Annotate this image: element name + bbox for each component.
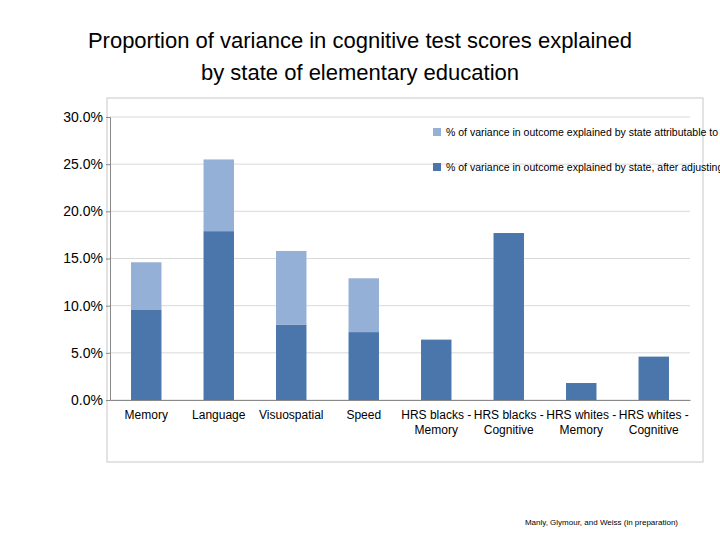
chart-frame <box>107 98 703 462</box>
y-tick: 25.0% <box>63 156 110 172</box>
legend: % of variance in outcome explained by st… <box>433 126 720 173</box>
x-tick-label: HRS whites -Cognitive <box>619 408 689 437</box>
y-tick-label: 25.0% <box>63 156 103 172</box>
y-tick-mark <box>106 259 110 260</box>
y-tick-label: 20.0% <box>63 203 103 219</box>
y-tick: 30.0% <box>63 109 110 125</box>
x-tick: Language <box>192 400 246 422</box>
y-tick: 15.0% <box>63 250 110 266</box>
bar <box>639 357 669 400</box>
grid-line <box>110 211 690 212</box>
bar <box>204 231 234 400</box>
x-tick: HRS whites -Cognitive <box>619 400 689 437</box>
grid <box>110 117 690 400</box>
y-tick: 10.0% <box>63 298 110 314</box>
y-tick-mark <box>106 117 110 118</box>
x-tick: HRS whites -Memory <box>546 400 616 437</box>
bar <box>349 332 379 400</box>
bar <box>349 278 379 332</box>
bar <box>566 383 596 400</box>
bars <box>131 159 669 400</box>
y-tick-mark <box>106 306 110 307</box>
x-tick-label: Visuospatial <box>259 408 324 422</box>
legend-swatch <box>433 128 441 136</box>
y-tick-mark <box>106 164 110 165</box>
grid-line <box>110 117 690 118</box>
bar <box>494 233 524 400</box>
y-tick: 20.0% <box>63 203 110 219</box>
grid-line <box>110 352 690 353</box>
bar <box>421 340 451 400</box>
x-tick-label: HRS blacks -Memory <box>401 408 471 437</box>
bar <box>131 309 161 400</box>
y-tick-mark <box>106 211 110 212</box>
x-tick: Speed <box>346 400 381 422</box>
y-axis-line <box>106 118 111 401</box>
x-tick: HRS blacks -Cognitive <box>474 400 544 437</box>
title: Proportion of variance in cognitive test… <box>88 28 632 85</box>
x-tick: HRS blacks -Memory <box>401 400 471 437</box>
chart: Proportion of variance in cognitive test… <box>0 0 720 540</box>
x-tick-label: Language <box>192 408 246 422</box>
grid-line <box>110 305 690 306</box>
y-tick-label: 15.0% <box>63 250 103 266</box>
y-tick-mark <box>106 353 110 354</box>
y-tick: 0.0% <box>71 392 110 408</box>
x-tick-label: HRS whites -Memory <box>546 408 616 437</box>
legend-label: % of variance in outcome explained by st… <box>446 126 720 138</box>
grid-line <box>110 258 690 259</box>
source-note: Manly, Glymour, and Weiss (in preparatio… <box>525 518 678 527</box>
grid-line <box>110 400 690 401</box>
x-tick-label: Memory <box>125 408 168 422</box>
bar <box>204 159 234 231</box>
y-tick-label: 5.0% <box>71 345 103 361</box>
x-axis-line <box>111 400 691 401</box>
legend-label: % of variance in outcome explained by st… <box>446 161 720 173</box>
x-tick: Memory <box>125 400 168 422</box>
legend-swatch <box>433 163 441 171</box>
y-tick-label: 30.0% <box>63 109 103 125</box>
y-axis: 0.0% 5.0% 10.0% 15.0% 20.0% 25.0% 30.0% <box>63 109 110 408</box>
x-axis: Memory Language Visuospatial Speed HRS black… <box>111 400 691 437</box>
x-tick-label: Speed <box>346 408 381 422</box>
bar <box>276 325 306 400</box>
y-tick-label: 0.0% <box>71 392 103 408</box>
y-tick: 5.0% <box>71 345 110 361</box>
bar <box>276 251 306 325</box>
y-tick-mark <box>106 400 110 401</box>
bar <box>131 262 161 309</box>
y-tick-label: 10.0% <box>63 298 103 314</box>
x-tick: Visuospatial <box>259 400 324 422</box>
x-tick-label: HRS blacks -Cognitive <box>474 408 544 437</box>
